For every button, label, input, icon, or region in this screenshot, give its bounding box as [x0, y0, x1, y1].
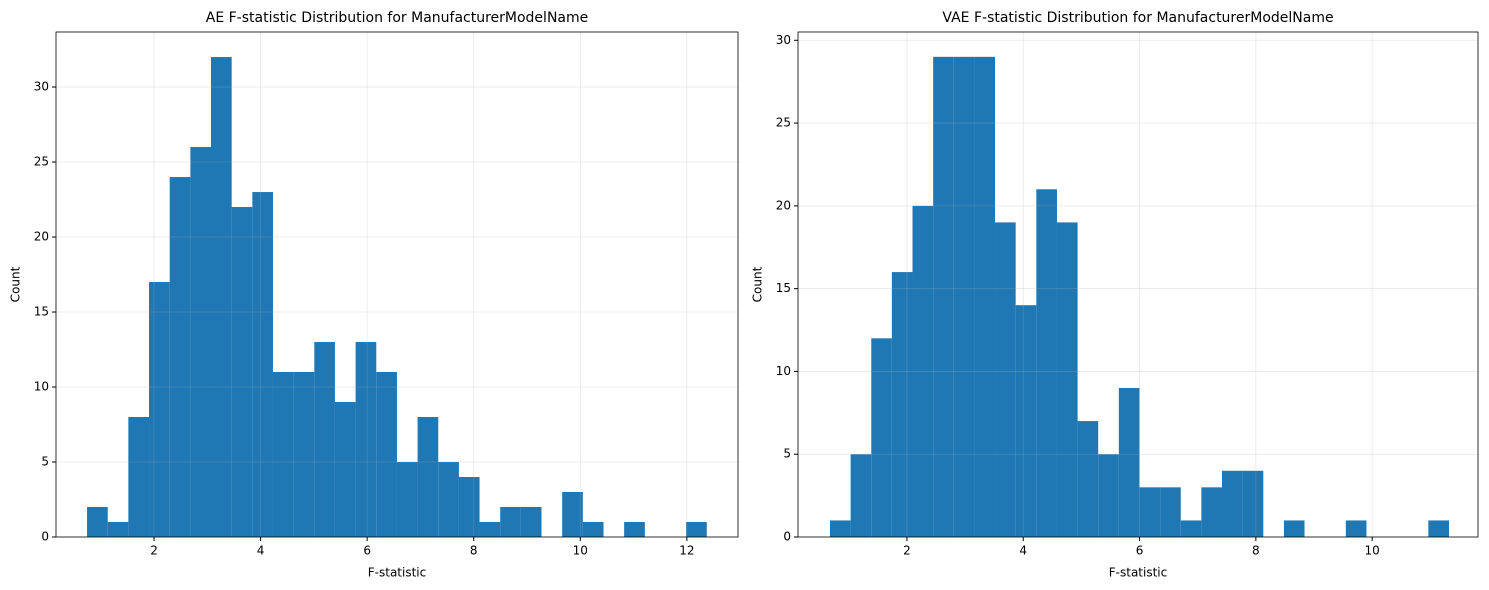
bar: [582, 522, 604, 537]
bar: [912, 205, 934, 537]
x-axis-label: F-statistic: [368, 566, 426, 580]
x-tick-label: 8: [1252, 544, 1260, 558]
bar: [438, 462, 459, 537]
plot: [56, 32, 738, 538]
bar: [231, 207, 253, 538]
y-tick-label: 30: [776, 33, 791, 47]
bar: [891, 272, 913, 537]
bar: [995, 222, 1016, 537]
bar: [1077, 421, 1099, 537]
y-tick-label: 30: [34, 80, 49, 94]
bar: [953, 56, 975, 538]
y-tick-label: 5: [783, 447, 791, 461]
bar: [149, 282, 170, 537]
x-axis-label: F-statistic: [1109, 566, 1167, 580]
chart-title: AE F-statistic Distribution for Manufact…: [206, 10, 589, 26]
bar: [520, 507, 542, 537]
bar: [210, 57, 232, 538]
chart-title: VAE F-statistic Distribution for Manufac…: [942, 10, 1333, 26]
bar: [169, 177, 191, 537]
x-tick-label: 4: [257, 544, 265, 558]
bar: [562, 492, 583, 537]
x-tick-label: 12: [679, 544, 694, 558]
y-tick-label: 15: [776, 281, 791, 295]
x-tick-label: 2: [150, 544, 158, 558]
bar: [829, 520, 851, 537]
x-tick-label: 6: [1136, 544, 1144, 558]
bar: [1345, 520, 1367, 537]
y-tick-label: 10: [34, 380, 49, 394]
bar: [1036, 189, 1057, 537]
x-tick-label: 2: [903, 544, 911, 558]
y-tick-label: 25: [776, 116, 791, 130]
plot-frame: [797, 31, 1479, 538]
x-tick-label: 10: [1365, 544, 1380, 558]
bar: [1180, 520, 1202, 537]
bar: [396, 462, 418, 537]
bar: [1160, 487, 1181, 537]
y-tick-label: 10: [776, 364, 791, 378]
y-axis-label: Count: [751, 266, 765, 302]
bar: [334, 402, 356, 537]
bar: [293, 372, 315, 537]
x-tick-label: 10: [573, 544, 588, 558]
x-tick-label: 6: [363, 544, 371, 558]
bar: [458, 477, 480, 537]
bar: [1098, 454, 1119, 537]
bar: [417, 417, 439, 537]
x-tick-label: 4: [1019, 544, 1027, 558]
y-tick-label: 25: [34, 155, 49, 169]
bar: [128, 417, 150, 537]
x-tick-label: 8: [470, 544, 478, 558]
bar: [933, 56, 954, 538]
bar: [1242, 470, 1264, 537]
bar: [1139, 487, 1161, 537]
bar: [479, 522, 501, 537]
plot-frame: [55, 31, 739, 538]
bar: [850, 454, 872, 537]
bar: [686, 522, 707, 537]
y-tick-label: 20: [776, 198, 791, 212]
bar: [974, 56, 996, 538]
y-tick-label: 20: [34, 230, 49, 244]
bar: [1283, 520, 1305, 537]
bar: [1015, 305, 1037, 537]
bar: [500, 507, 521, 537]
bar: [1118, 387, 1140, 537]
bar: [355, 342, 377, 537]
bar: [1222, 470, 1243, 537]
y-tick-label: 5: [41, 455, 49, 469]
bar: [314, 342, 335, 537]
bar: [272, 372, 294, 537]
bar: [624, 522, 645, 537]
y-axis-label: Count: [9, 266, 23, 302]
bar: [87, 507, 108, 537]
plot: [798, 32, 1478, 538]
bar: [107, 522, 129, 537]
bar: [252, 192, 273, 537]
bar: [190, 147, 211, 537]
bar: [376, 372, 397, 537]
bar: [1428, 520, 1449, 537]
y-tick-label: 15: [34, 305, 49, 319]
y-tick-label: 0: [783, 530, 791, 544]
bar: [871, 338, 892, 537]
y-tick-label: 0: [41, 530, 49, 544]
bar: [1201, 487, 1223, 537]
bar: [1056, 222, 1078, 537]
